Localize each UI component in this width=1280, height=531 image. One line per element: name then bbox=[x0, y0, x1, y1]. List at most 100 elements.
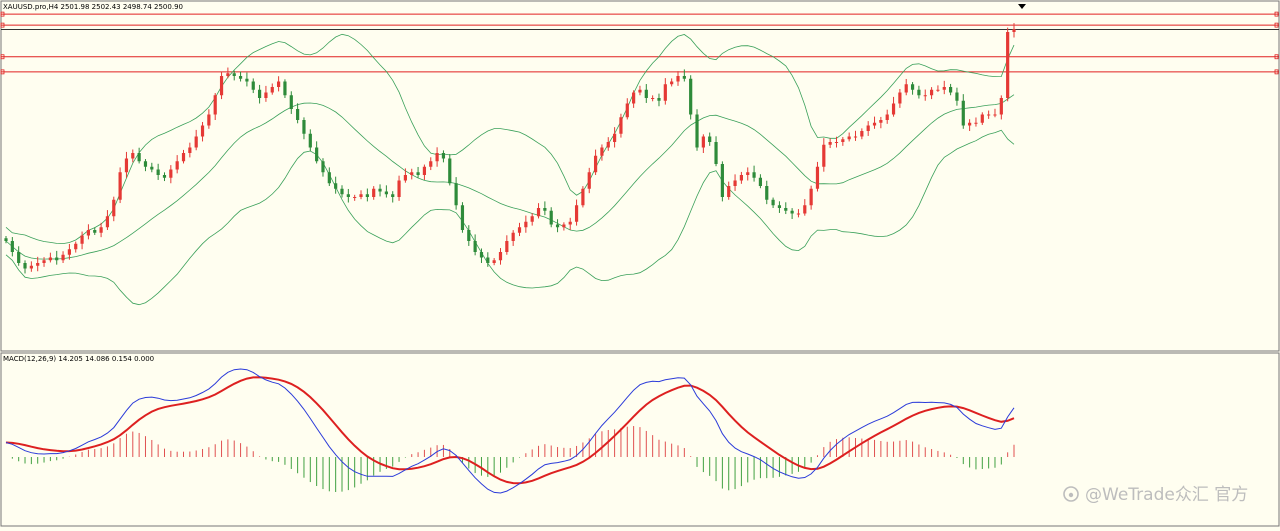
candle-body bbox=[245, 78, 249, 82]
candle-body bbox=[416, 172, 420, 175]
candles bbox=[4, 23, 1016, 274]
candle-body bbox=[340, 188, 344, 195]
candle-body bbox=[581, 188, 585, 206]
candle-body bbox=[701, 136, 705, 148]
candle-body bbox=[403, 175, 407, 181]
candle-body bbox=[17, 252, 21, 263]
candle-body bbox=[181, 153, 186, 162]
candle-body bbox=[853, 136, 858, 138]
candle-body bbox=[1012, 29, 1016, 32]
bb-upper-line bbox=[5, 33, 1015, 245]
candle-body bbox=[498, 252, 503, 261]
level-handle-3 bbox=[0, 54, 5, 60]
candle-body bbox=[296, 109, 300, 120]
candle-body bbox=[448, 158, 452, 184]
candle-body bbox=[302, 120, 306, 134]
candle-body bbox=[505, 241, 509, 252]
candle-body bbox=[727, 186, 731, 197]
candle-body bbox=[708, 136, 712, 142]
candle-body bbox=[219, 76, 224, 96]
macd-line bbox=[5, 368, 1015, 494]
candle-body bbox=[866, 125, 870, 131]
candle-body bbox=[980, 114, 984, 123]
candle-body bbox=[644, 89, 648, 98]
candle-body bbox=[758, 177, 763, 186]
candle-body bbox=[277, 81, 281, 87]
candle-body bbox=[632, 92, 636, 104]
candle-body bbox=[479, 252, 484, 258]
candle-body bbox=[765, 186, 769, 200]
weibo-icon bbox=[1063, 486, 1079, 502]
candle-body bbox=[517, 227, 522, 233]
candle-body bbox=[720, 164, 724, 197]
candle-body bbox=[454, 183, 458, 206]
candle-body bbox=[384, 191, 388, 195]
candle-body bbox=[625, 103, 629, 118]
level-handle-right-0 bbox=[1274, 11, 1279, 17]
candle-body bbox=[847, 136, 851, 140]
candle-body bbox=[923, 95, 927, 97]
candle-body bbox=[968, 122, 972, 126]
candle-body bbox=[1006, 32, 1010, 98]
candle-body bbox=[555, 224, 560, 228]
level-handle-right-4 bbox=[1274, 69, 1279, 75]
triangle-down-icon bbox=[1018, 4, 1026, 9]
candle-body bbox=[150, 166, 154, 170]
candle-body bbox=[23, 263, 27, 269]
candle-body bbox=[486, 257, 490, 263]
candle-body bbox=[264, 92, 268, 98]
candle-body bbox=[238, 76, 243, 79]
candle-body bbox=[131, 153, 135, 159]
candle-body bbox=[898, 92, 902, 104]
candle-body bbox=[600, 147, 604, 156]
candle-body bbox=[124, 158, 129, 173]
candle-body bbox=[587, 172, 591, 189]
candle-body bbox=[194, 136, 198, 148]
candle-body bbox=[346, 194, 350, 197]
candle-body bbox=[879, 120, 883, 123]
candle-body bbox=[410, 172, 414, 175]
candle-body bbox=[372, 188, 376, 197]
candle-body bbox=[86, 230, 91, 236]
candle-body bbox=[169, 169, 173, 178]
candle-body bbox=[815, 166, 820, 189]
candle-body bbox=[638, 89, 642, 93]
candle-body bbox=[359, 194, 363, 197]
candle-body bbox=[308, 133, 312, 148]
candle-body bbox=[61, 254, 65, 261]
candle-body bbox=[289, 95, 293, 109]
candle-body bbox=[949, 87, 953, 93]
candle-body bbox=[549, 210, 553, 225]
watermark: @WeTrade众汇 官方 bbox=[1063, 485, 1248, 505]
candle-body bbox=[891, 103, 896, 115]
candle-body bbox=[752, 172, 756, 178]
candle-body bbox=[188, 147, 192, 153]
candle-body bbox=[657, 98, 661, 101]
macd-indicator bbox=[5, 368, 1015, 494]
candle-body bbox=[143, 161, 148, 167]
candle-body bbox=[676, 76, 680, 82]
candle-body bbox=[137, 153, 141, 162]
candle-body bbox=[315, 147, 319, 162]
candle-body bbox=[682, 76, 686, 79]
candle-body bbox=[904, 84, 908, 93]
candle-body bbox=[619, 117, 623, 134]
candle-body bbox=[942, 87, 946, 90]
candle-body bbox=[663, 84, 667, 101]
candle-body bbox=[606, 142, 610, 148]
candle-body bbox=[689, 78, 693, 115]
candle-body bbox=[714, 142, 718, 164]
candle-body bbox=[226, 73, 230, 76]
candle-body bbox=[910, 84, 915, 90]
candle-body bbox=[872, 122, 877, 126]
candle-body bbox=[112, 199, 116, 217]
candle-body bbox=[391, 194, 395, 197]
candle-body bbox=[270, 87, 274, 93]
candle-body bbox=[809, 188, 813, 206]
candle-body bbox=[156, 169, 160, 175]
macd-signal-line bbox=[5, 376, 1015, 485]
candle-body bbox=[536, 208, 541, 217]
candle-body bbox=[36, 263, 40, 266]
bb-lower-line bbox=[5, 129, 1015, 306]
